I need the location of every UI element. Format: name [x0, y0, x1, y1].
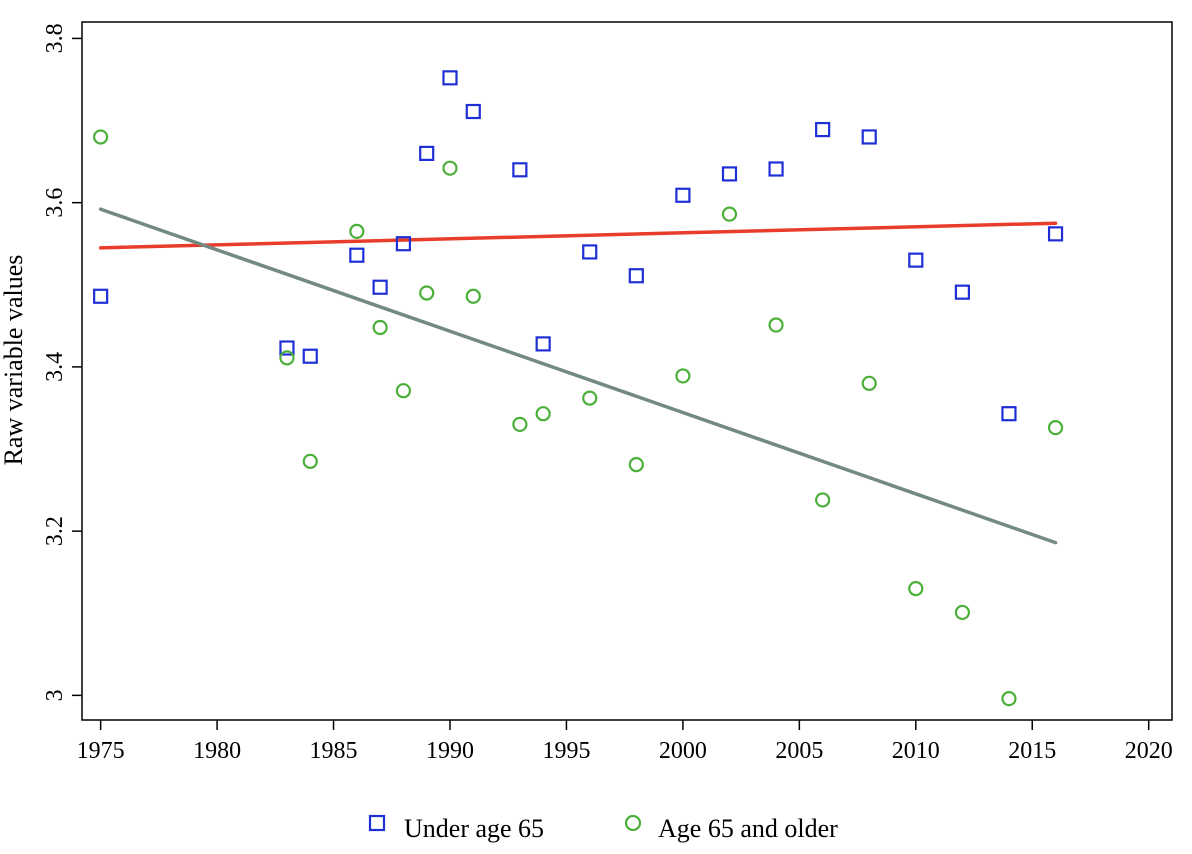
legend-label-under-65: Under age 65: [404, 814, 544, 843]
x-tick-label-2010: 2010: [892, 738, 940, 764]
point-65-and-older-2006: [815, 492, 831, 508]
point-65-and-older-1988: [395, 383, 412, 399]
point-under-65-2008: [861, 129, 877, 145]
point-65-and-older-1990: [442, 160, 458, 176]
trend-line-under-65: [98, 221, 1058, 250]
legend-label-65-and-older: Age 65 and older: [658, 814, 838, 843]
point-under-65-2002: [721, 166, 738, 182]
point-65-and-older-2012: [954, 604, 970, 621]
y-tick-label-3.4: 3.4: [42, 352, 68, 382]
point-65-and-older-2010: [908, 581, 924, 597]
data-points: [93, 70, 1064, 707]
point-65-and-older-1983: [279, 350, 295, 366]
point-65-and-older-1987: [372, 319, 388, 336]
point-65-and-older-1993: [512, 416, 528, 432]
x-tick-label-1985: 1985: [310, 738, 358, 764]
point-65-and-older-2014: [1001, 691, 1017, 707]
point-under-65-1989: [419, 145, 435, 161]
y-axis-title: Raw variable values: [0, 255, 28, 466]
point-under-65-1998: [628, 268, 644, 284]
point-under-65-2006: [815, 121, 831, 138]
point-65-and-older-1994: [535, 406, 551, 422]
y-tick-label-3: 3: [42, 689, 68, 701]
point-65-and-older-1975: [93, 129, 109, 145]
point-under-65-2010: [908, 252, 924, 268]
point-under-65-1996: [582, 244, 598, 260]
point-under-65-2016: [1047, 226, 1064, 242]
point-65-and-older-1996: [582, 390, 598, 406]
point-under-65-2012: [954, 284, 970, 300]
x-tick-label-1980: 1980: [193, 738, 241, 764]
point-under-65-1987: [372, 279, 388, 295]
point-65-and-older-1998: [628, 457, 644, 473]
point-under-65-1994: [535, 336, 551, 352]
point-65-and-older-1991: [465, 288, 481, 304]
plot-frame: [81, 21, 1173, 721]
y-tick-label-3.2: 3.2: [42, 516, 68, 546]
x-tick-label-2015: 2015: [1008, 738, 1056, 764]
x-tick-label-1995: 1995: [542, 738, 590, 764]
point-under-65-1983: [279, 340, 295, 356]
point-under-65-1990: [442, 70, 458, 86]
point-under-65-1993: [512, 162, 528, 178]
x-tick-label-2020: 2020: [1125, 738, 1173, 764]
point-65-and-older-1986: [349, 223, 365, 239]
point-65-and-older-1984: [302, 453, 318, 469]
legend-square-marker-icon: [368, 814, 386, 832]
x-axis: 1975 1980 1985 1990 1995 2000 2005 2010 2015 2020: [77, 720, 1173, 764]
y-tick-label-3.6: 3.6: [42, 188, 68, 218]
point-under-65-1975: [93, 288, 109, 304]
point-under-65-2014: [1001, 406, 1017, 422]
y-axis: 3 3.2 3.4 3.6 3.8: [42, 23, 82, 701]
point-under-65-1986: [349, 247, 365, 263]
point-65-and-older-2016: [1047, 420, 1064, 436]
point-65-and-older-2004: [768, 317, 784, 333]
y-tick-label-3.8: 3.8: [42, 23, 68, 53]
point-65-and-older-2002: [721, 206, 738, 222]
point-65-and-older-1989: [419, 285, 435, 301]
legend: Under age 65 Age 65 and older: [368, 814, 838, 843]
x-tick-label-2000: 2000: [659, 738, 707, 764]
x-tick-label-2005: 2005: [775, 738, 823, 764]
x-tick-label-1990: 1990: [426, 738, 474, 764]
trend-line-65-and-older: [98, 207, 1058, 545]
point-under-65-1991: [465, 103, 481, 120]
point-65-and-older-2008: [861, 375, 877, 391]
point-under-65-2004: [768, 161, 784, 177]
point-under-65-1988: [395, 236, 412, 252]
legend-circle-marker-icon: [624, 814, 642, 832]
x-tick-label-1975: 1975: [77, 738, 125, 764]
point-under-65-1984: [302, 348, 318, 364]
trend-lines: [98, 207, 1058, 545]
point-under-65-2000: [675, 187, 691, 203]
point-65-and-older-2000: [675, 368, 691, 384]
